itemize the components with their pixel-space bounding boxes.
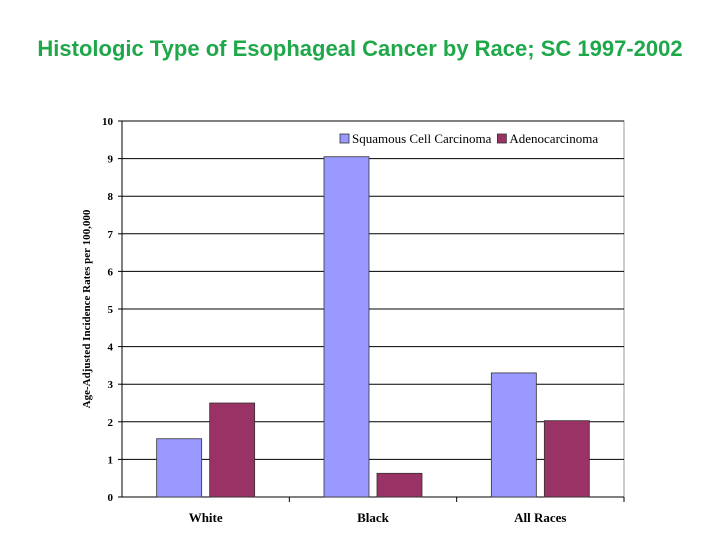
x-category-label: Black (357, 510, 390, 525)
bar-adenocarcinoma (376, 472, 423, 498)
y-tick-label: 8 (108, 191, 114, 203)
y-tick-label: 0 (108, 492, 114, 504)
x-category-label: All Races (514, 510, 566, 525)
x-category-label: White (189, 510, 223, 525)
chart-title: Histologic Type of Esophageal Cancer by … (37, 36, 683, 61)
y-tick-label: 10 (102, 116, 114, 128)
y-tick-label: 1 (108, 454, 114, 466)
bar-squamous-cell-carcinoma (323, 156, 370, 498)
bar-adenocarcinoma (209, 402, 256, 498)
y-tick-label: 9 (108, 154, 114, 166)
legend-swatch (496, 133, 507, 144)
y-tick-label: 4 (108, 342, 114, 354)
y-tick-label: 3 (108, 379, 114, 391)
bar-squamous-cell-carcinoma (156, 438, 203, 498)
bar-adenocarcinoma (543, 420, 590, 498)
legend-swatch (339, 133, 350, 144)
bar-squamous-cell-carcinoma (490, 372, 537, 498)
y-tick-label: 5 (108, 304, 114, 316)
y-tick-label: 2 (108, 417, 114, 429)
legend-label: Squamous Cell Carcinoma (352, 131, 492, 146)
y-tick-label: 7 (108, 229, 114, 241)
legend-label: Adenocarcinoma (509, 131, 598, 146)
y-axis-label: Age-Adjusted Incidence Rates per 100,000 (81, 209, 93, 408)
y-tick-label: 6 (108, 266, 114, 278)
